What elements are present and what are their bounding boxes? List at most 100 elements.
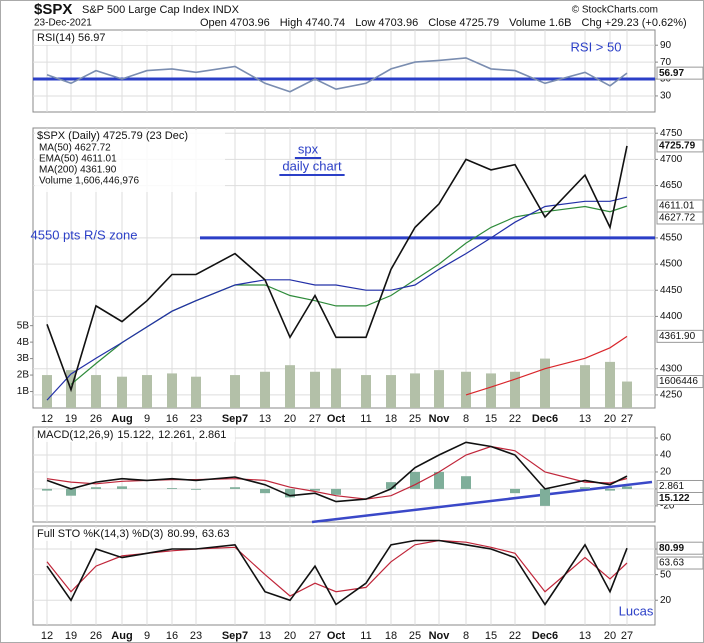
bar xyxy=(510,488,520,494)
x-tick-label: 11 xyxy=(360,413,371,425)
annotation: Lucas xyxy=(619,603,654,618)
x-tick-label: Sep7 xyxy=(222,413,248,425)
legend-bg xyxy=(35,429,235,442)
quote-field: Volume 1.6B xyxy=(509,17,571,29)
x-tick-label: Aug xyxy=(111,630,132,642)
x-tick-label: 13 xyxy=(259,413,271,425)
x-tick-label: 27 xyxy=(621,630,633,642)
x-tick-label: Nov xyxy=(429,413,451,425)
x-tick-label: 15 xyxy=(485,413,497,425)
x-tick-label: 9 xyxy=(144,413,150,425)
y-tick-label: 70 xyxy=(660,57,672,68)
bar xyxy=(434,471,444,489)
x-tick-label: 8 xyxy=(463,413,469,425)
annotation: spx xyxy=(298,141,319,156)
x-tick-label: Oct xyxy=(327,413,346,425)
x-tick-label: 26 xyxy=(90,413,102,425)
y-tick-label: 4400 xyxy=(660,311,683,322)
x-tick-label: 22 xyxy=(509,413,521,425)
x-tick-label: 27 xyxy=(309,413,321,425)
legend-entry: MA(200) 4361.90 xyxy=(39,165,117,176)
y-tick-label: 4650 xyxy=(660,180,683,191)
x-tick-label: 23 xyxy=(190,630,202,642)
panel-title: RSI(14) 56.97 xyxy=(37,32,105,44)
bar xyxy=(331,368,341,408)
bar xyxy=(580,365,590,408)
value-box-label: 4611.01 xyxy=(659,201,695,212)
bar xyxy=(461,371,471,408)
y-tick-label: 90 xyxy=(660,40,672,51)
bar xyxy=(142,375,152,408)
quote-field: Open 4703.96 xyxy=(200,17,270,29)
x-tick-label: 23 xyxy=(190,413,202,425)
bar xyxy=(42,375,52,408)
value-box-label: 1606446 xyxy=(659,376,698,387)
series-line xyxy=(46,445,628,500)
y2-tick-label: 2B xyxy=(17,370,30,381)
x-tick-label: 20 xyxy=(284,630,296,642)
x-tick-label: Nov xyxy=(429,630,451,642)
legend-entry: MA(50) 4627.72 xyxy=(39,143,111,154)
quote-field: High 4740.74 xyxy=(280,17,345,29)
panel-title: Full STO %K(14,3) %D(3) xyxy=(37,528,163,540)
y2-tick-label: 5B xyxy=(17,320,30,331)
x-tick-label: 13 xyxy=(579,413,591,425)
series-line xyxy=(46,539,628,606)
value-box-label: 2.861 xyxy=(659,481,684,492)
bar xyxy=(230,375,240,408)
annotation: 4550 pts R/S zone xyxy=(31,227,138,242)
bar xyxy=(622,381,632,408)
value-box-label: 80.99 xyxy=(659,543,684,554)
bar xyxy=(91,375,101,408)
legend-value: 12.261, xyxy=(158,429,195,441)
bar xyxy=(167,373,177,408)
x-tick-label: 27 xyxy=(621,413,633,425)
macd-trendline xyxy=(311,480,653,524)
index-name: S&P 500 Large Cap Index INDX xyxy=(82,4,240,16)
quote-field: Chg +29.23 (+0.62%) xyxy=(582,17,687,29)
legend-entry: Volume 1,606,446,976 xyxy=(39,176,140,187)
bar xyxy=(167,488,177,489)
series-line xyxy=(46,145,628,393)
value-box xyxy=(656,139,704,153)
x-tick-label: 26 xyxy=(90,630,102,642)
y-tick-label: 20 xyxy=(660,595,672,606)
value-box-label: 4361.90 xyxy=(659,331,696,342)
value-box-label: 15.122 xyxy=(659,493,690,504)
x-tick-label: 16 xyxy=(166,630,178,642)
bar xyxy=(605,361,615,408)
y2-tick-label: 3B xyxy=(17,353,30,364)
bar xyxy=(461,476,471,489)
legend-value: 2.861 xyxy=(199,429,227,441)
x-tick-label: Aug xyxy=(111,413,132,425)
x-tick-label: 12 xyxy=(41,630,53,642)
bar xyxy=(331,488,341,495)
bar xyxy=(42,488,52,491)
x-tick-label: 18 xyxy=(385,413,397,425)
legend-value: 15.122, xyxy=(117,429,154,441)
copyright: © StockCharts.com xyxy=(572,5,658,16)
y2-tick-label: 1B xyxy=(17,386,30,397)
x-tick-label: Sep7 xyxy=(222,630,248,642)
bar xyxy=(486,373,496,408)
y-tick-label: 4700 xyxy=(660,154,683,165)
value-box xyxy=(656,66,704,80)
value-box xyxy=(656,556,704,570)
x-tick-label: 11 xyxy=(360,630,371,642)
y-tick-label: 4250 xyxy=(660,390,683,401)
value-box xyxy=(656,329,704,343)
x-tick-label: 20 xyxy=(284,413,296,425)
bar xyxy=(66,488,76,496)
legend-value: 63.63 xyxy=(202,528,230,540)
x-tick-label: 15 xyxy=(485,630,497,642)
bar xyxy=(386,482,396,489)
value-box-label: 4725.79 xyxy=(659,141,696,152)
bar xyxy=(510,371,520,408)
value-box xyxy=(656,375,704,389)
bar xyxy=(191,376,201,408)
x-tick-label: 19 xyxy=(65,413,77,425)
legend-entry: EMA(50) 4611.01 xyxy=(39,154,117,165)
value-box-label: 56.97 xyxy=(659,68,684,79)
y-tick-label: 4300 xyxy=(660,363,683,374)
